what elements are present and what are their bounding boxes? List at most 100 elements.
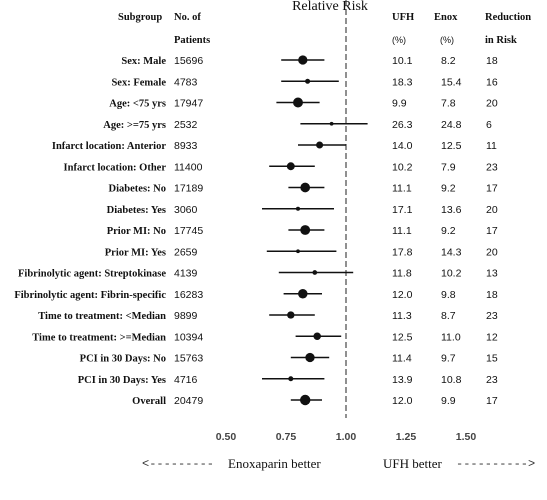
forest-row: Diabetes: No 17189 11.1 9.2 17 — [109, 183, 498, 195]
row-ufh-rate: 13.9 — [392, 374, 413, 386]
forest-row: Prior MI: No 17745 11.1 9.2 17 — [107, 225, 498, 237]
row-patients: 4783 — [174, 76, 198, 88]
row-subgroup-label: PCI in 30 Days: No — [80, 354, 166, 365]
row-enox-rate: 7.8 — [441, 98, 456, 110]
point-estimate — [313, 332, 321, 341]
row-patients: 20479 — [174, 395, 203, 407]
forest-row: Sex: Male 15696 10.1 8.2 18 — [121, 55, 497, 67]
row-patients: 8933 — [174, 140, 198, 152]
row-patients: 10394 — [174, 331, 203, 343]
point-estimate — [300, 182, 311, 193]
forest-row: Diabetes: Yes 3060 17.1 13.6 20 — [107, 204, 498, 216]
row-enox-rate: 24.8 — [441, 119, 462, 131]
row-risk-reduction: 23 — [486, 161, 498, 173]
row-subgroup-label: Prior MI: No — [107, 226, 166, 237]
row-ufh-rate: 10.1 — [392, 55, 413, 67]
forest-row: Infarct location: Anterior 8933 14.0 12.5 11 — [52, 140, 497, 152]
row-subgroup-label: Infarct location: Other — [64, 162, 167, 173]
row-risk-reduction: 12 — [486, 331, 498, 343]
row-patients: 9899 — [174, 310, 198, 322]
row-patients: 17189 — [174, 183, 203, 195]
point-estimate — [300, 394, 311, 406]
row-subgroup-label: Time to treatment: <Median — [38, 311, 166, 322]
row-ufh-rate: 26.3 — [392, 119, 413, 131]
row-enox-rate: 8.2 — [441, 55, 456, 67]
row-patients: 16283 — [174, 289, 203, 301]
point-estimate — [287, 311, 295, 319]
row-ufh-rate: 11.1 — [392, 183, 412, 195]
row-ufh-rate: 11.8 — [392, 268, 412, 280]
row-patients: 2532 — [174, 119, 198, 131]
forest-row: Fibrinolytic agent: Fibrin-specific 16283… — [14, 289, 497, 301]
point-estimate — [293, 97, 303, 108]
forest-rows: Sex: Male 15696 10.1 8.2 18 Sex: Female 4783 18… — [14, 55, 497, 407]
point-estimate — [286, 162, 295, 171]
x-tick-label: 1.25 — [396, 431, 417, 443]
forest-row: Time to treatment: <Median 9899 11.3 8.7 23 — [38, 310, 498, 322]
row-enox-rate: 9.2 — [441, 225, 456, 237]
row-risk-reduction: 11 — [486, 140, 497, 152]
row-risk-reduction: 23 — [486, 310, 498, 322]
point-estimate — [288, 376, 294, 382]
row-subgroup-label: Age: <75 yrs — [109, 99, 166, 110]
arrow-left: <--------- — [142, 457, 214, 471]
row-subgroup-label: Overall — [132, 396, 166, 407]
row-subgroup-label: Age: >=75 yrs — [103, 120, 166, 131]
row-ufh-rate: 11.4 — [392, 353, 412, 365]
row-enox-rate: 11.0 — [441, 331, 461, 343]
row-enox-rate: 8.7 — [441, 310, 456, 322]
row-patients: 4716 — [174, 374, 198, 386]
row-ufh-rate: 11.3 — [392, 310, 412, 322]
x-tick-label: 1.00 — [336, 431, 357, 443]
header-subgroup: Subgroup — [118, 12, 162, 23]
forest-row: Age: <75 yrs 17947 9.9 7.8 20 — [109, 98, 498, 110]
row-subgroup-label: Fibrinolytic agent: Fibrin-specific — [14, 290, 166, 301]
point-estimate — [316, 141, 324, 149]
x-tick-label: 1.50 — [456, 431, 477, 443]
point-estimate — [298, 289, 308, 299]
row-subgroup-label: PCI in 30 Days: Yes — [78, 375, 166, 386]
row-ufh-rate: 18.3 — [392, 76, 413, 88]
row-patients: 17745 — [174, 225, 203, 237]
row-patients: 15763 — [174, 353, 203, 365]
row-patients: 15696 — [174, 55, 203, 67]
row-risk-reduction: 17 — [486, 225, 498, 237]
x-tick-label: 0.75 — [276, 431, 297, 443]
row-enox-rate: 10.8 — [441, 374, 462, 386]
row-subgroup-label: Infarct location: Anterior — [52, 141, 166, 152]
row-ufh-rate: 12.0 — [392, 289, 413, 301]
row-patients: 2659 — [174, 246, 198, 258]
chart-title: Relative Risk — [292, 0, 368, 14]
point-estimate — [298, 55, 308, 65]
point-estimate — [295, 206, 301, 211]
row-patients: 3060 — [174, 204, 198, 216]
row-enox-rate: 12.5 — [441, 140, 462, 152]
point-estimate — [329, 121, 334, 126]
row-risk-reduction: 17 — [486, 395, 498, 407]
forest-row: Prior MI: Yes 2659 17.8 14.3 20 — [105, 246, 498, 258]
row-risk-reduction: 6 — [486, 119, 492, 131]
row-subgroup-label: Time to treatment: >=Median — [32, 332, 166, 343]
row-risk-reduction: 17 — [486, 183, 498, 195]
row-ufh-rate: 17.8 — [392, 246, 413, 258]
row-ufh-rate: 10.2 — [392, 161, 413, 173]
row-enox-rate: 9.9 — [441, 395, 456, 407]
footer-enoxaparin-better: Enoxaparin better — [228, 456, 321, 471]
row-subgroup-label: Diabetes: Yes — [107, 205, 166, 216]
row-subgroup-label: Sex: Female — [111, 77, 166, 88]
forest-row: Age: >=75 yrs 2532 26.3 24.8 6 — [103, 119, 492, 131]
header-enox-line1: Enox — [434, 12, 458, 23]
row-subgroup-label: Diabetes: No — [109, 184, 166, 195]
forest-row: Fibrinolytic agent: Streptokinase 4139 11.… — [18, 268, 498, 280]
row-risk-reduction: 13 — [486, 268, 498, 280]
row-subgroup-label: Fibrinolytic agent: Streptokinase — [18, 269, 166, 280]
row-risk-reduction: 18 — [486, 289, 498, 301]
row-enox-rate: 7.9 — [441, 161, 456, 173]
row-enox-rate: 15.4 — [441, 76, 462, 88]
point-estimate — [305, 352, 315, 363]
row-ufh-rate: 12.0 — [392, 395, 413, 407]
point-estimate — [312, 270, 318, 275]
row-patients: 4139 — [174, 268, 198, 280]
row-enox-rate: 9.7 — [441, 353, 456, 365]
